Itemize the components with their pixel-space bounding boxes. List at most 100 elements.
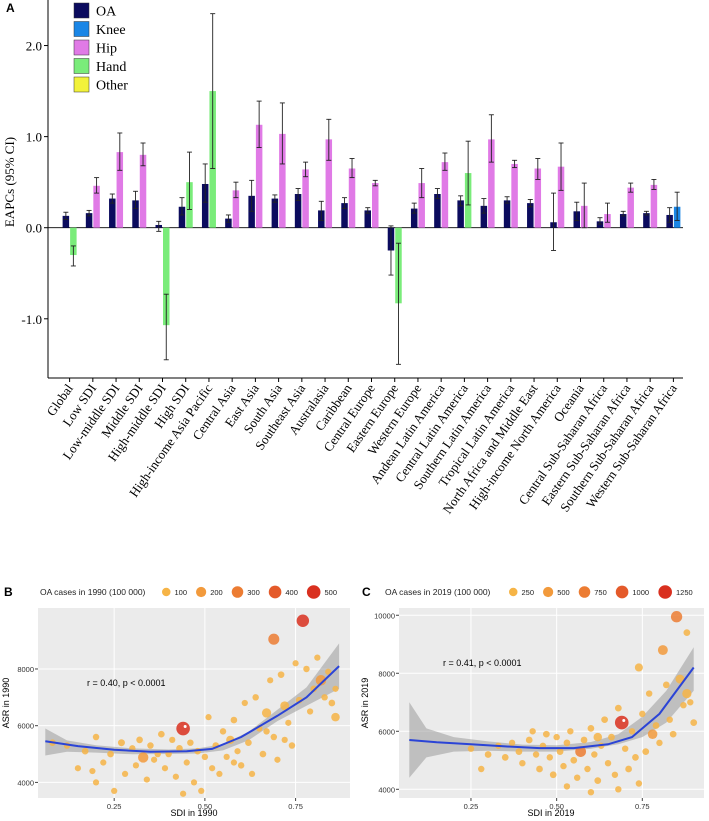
- data-point: [332, 685, 339, 692]
- data-point: [556, 748, 564, 755]
- data-point: [501, 754, 509, 761]
- bar-low-sdi-hip: [93, 185, 100, 228]
- data-point: [515, 748, 523, 755]
- bar-high-sdi-oa: [178, 206, 186, 228]
- data-point: [682, 688, 692, 699]
- bar-high-income-north-america-hip: [557, 166, 565, 228]
- legend-label-hip: Hip: [96, 42, 117, 57]
- data-point: [172, 773, 179, 780]
- panel-b-annotation: r = 0.40, p < 0.0001: [87, 678, 166, 688]
- data-point: [296, 614, 310, 627]
- size-legend-label-500: 500: [324, 588, 337, 597]
- panel-a-error-bars: [63, 13, 680, 365]
- data-point: [628, 728, 636, 735]
- bar-southern-latin-america-hip: [488, 139, 495, 228]
- size-legend-marker-500: [306, 585, 321, 599]
- highlight-dot: [183, 724, 187, 728]
- bar-low-middle-sdi-oa: [109, 198, 116, 228]
- data-point: [478, 765, 485, 773]
- data-point: [657, 645, 668, 656]
- bar-southeast-asia-oa: [294, 194, 302, 228]
- panel-c-ticks: 0.25 0.50 0.75 4000 6000 8000 10000: [374, 611, 649, 811]
- legend-swatch-hand: [73, 58, 90, 74]
- size-legend-label-200: 200: [210, 588, 223, 597]
- panel-c-label: C: [362, 585, 371, 599]
- size-legend-label-400: 400: [285, 588, 298, 597]
- data-point: [669, 730, 677, 738]
- data-point: [280, 701, 290, 711]
- bar-tropical-latin-america-oa: [503, 200, 511, 228]
- data-point: [223, 753, 230, 761]
- panel-c-plot-area: [399, 608, 704, 798]
- data-point: [656, 739, 663, 747]
- bar-east-asia-oa: [248, 195, 255, 228]
- panel-b-smooth-line: [45, 665, 340, 753]
- data-point: [639, 710, 646, 718]
- size-legend-title: OA cases in 1990 (100 000): [40, 587, 146, 597]
- data-point: [532, 751, 540, 758]
- data-point: [529, 728, 536, 735]
- data-point: [615, 786, 622, 793]
- data-point: [219, 728, 227, 735]
- panel-c-smooth-line: [409, 666, 695, 750]
- data-point: [179, 790, 187, 797]
- panel-a-y-axis-title: EAPCs (95% CI): [2, 137, 17, 227]
- data-point: [143, 776, 150, 783]
- bar-south-asia-hip: [279, 133, 286, 228]
- data-point: [237, 762, 245, 769]
- data-point: [570, 756, 578, 764]
- data-point: [147, 742, 154, 749]
- data-point: [542, 730, 550, 738]
- legend-label-hand: Hand: [96, 60, 126, 75]
- y-tick-label: 8000: [17, 665, 34, 674]
- panel-c-x-axis-title: SDI in 2019: [527, 808, 574, 818]
- data-point: [575, 746, 587, 757]
- bar-southern-sub-saharan-africa-hip: [650, 184, 658, 228]
- data-point: [675, 674, 685, 684]
- bar-andean-latin-america-hip: [441, 162, 449, 228]
- data-point: [89, 767, 96, 775]
- y-tick-label: 4000: [17, 778, 34, 787]
- data-point: [687, 699, 694, 706]
- data-point: [248, 770, 256, 778]
- size-legend-marker-300: [231, 586, 244, 598]
- smooth-line: [409, 666, 695, 750]
- data-point: [230, 759, 238, 766]
- data-point: [546, 754, 553, 761]
- data-point: [205, 714, 212, 721]
- data-point: [216, 770, 223, 778]
- confidence-band: [45, 643, 340, 756]
- data-point: [274, 756, 281, 763]
- data-point: [614, 715, 629, 730]
- data-point: [107, 750, 114, 758]
- y-tick-label: 6000: [378, 727, 395, 736]
- data-point: [288, 742, 296, 749]
- data-point: [553, 733, 560, 741]
- size-legend-marker-1000: [615, 585, 629, 599]
- data-point: [158, 730, 165, 738]
- x-tick-label: 0.75: [288, 802, 303, 811]
- data-point: [325, 668, 332, 675]
- data-point: [608, 733, 615, 741]
- data-point: [662, 681, 670, 689]
- data-point: [601, 716, 608, 724]
- data-point: [252, 694, 259, 701]
- x-tick-label: 0.75: [635, 802, 650, 811]
- size-legend-label-250: 250: [522, 588, 535, 597]
- bar-southeast-asia-hip: [302, 169, 309, 228]
- legend-swatch-knee: [73, 21, 90, 37]
- bar-central-europe-oa: [364, 210, 371, 228]
- data-point: [245, 739, 252, 747]
- data-point: [303, 665, 310, 673]
- data-point: [573, 774, 581, 781]
- panel-b-x-axis-title: SDI in 1990: [170, 808, 217, 818]
- data-point: [268, 633, 280, 645]
- data-point: [74, 765, 82, 772]
- legend-label-oa: OA: [96, 5, 117, 20]
- data-point: [281, 736, 288, 743]
- data-point: [680, 701, 687, 709]
- data-point: [563, 783, 571, 790]
- data-point: [261, 708, 272, 718]
- data-point: [209, 765, 216, 772]
